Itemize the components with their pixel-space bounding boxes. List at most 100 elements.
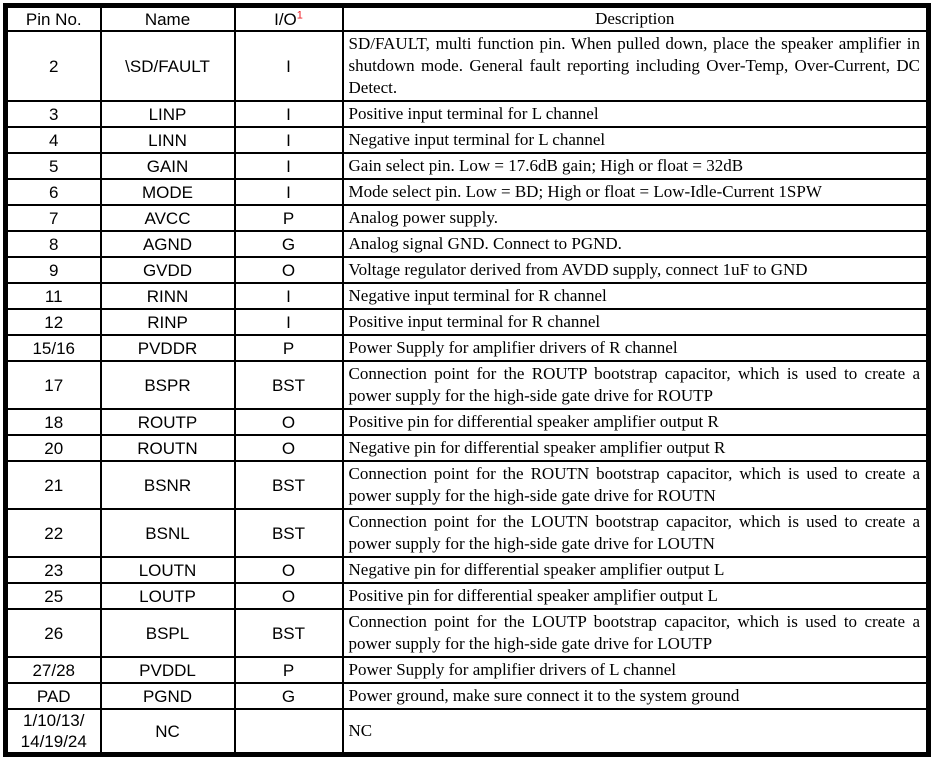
table-row: 25 LOUTP O Positive pin for differential sp… xyxy=(4,582,930,610)
pin-cell: 6 xyxy=(4,178,102,206)
header-io-label: I/O xyxy=(274,9,297,29)
description-cell: Negative pin for differential speaker am… xyxy=(341,434,930,462)
name-cell: BSPR xyxy=(99,360,236,410)
name-cell: NC xyxy=(99,708,236,756)
description-cell: Power Supply for amplifier drivers of R … xyxy=(341,334,930,362)
pin-cell: 3 xyxy=(4,100,102,128)
table-row: 1/10/13/ 14/19/24 NC NC xyxy=(4,708,930,756)
description-cell: Voltage regulator derived from AVDD supp… xyxy=(341,256,930,284)
header-pin-no: Pin No. xyxy=(4,4,102,32)
description-cell: Connection point for the ROUTP bootstrap… xyxy=(341,360,930,410)
pin-cell: 5 xyxy=(4,152,102,180)
table-row: 6 MODE I Mode select pin. Low = BD; High or… xyxy=(4,178,930,206)
header-io: I/O1 xyxy=(233,4,344,32)
description-cell: Positive input terminal for R channel xyxy=(341,308,930,336)
description-cell: Positive pin for differential speaker am… xyxy=(341,582,930,610)
pin-cell: 4 xyxy=(4,126,102,154)
io-cell: G xyxy=(233,682,344,710)
description-cell: Connection point for the LOUTN bootstrap… xyxy=(341,508,930,558)
name-cell: PVDDL xyxy=(99,656,236,684)
description-cell: Positive pin for differential speaker am… xyxy=(341,408,930,436)
name-cell: RINP xyxy=(99,308,236,336)
name-cell: LOUTN xyxy=(99,556,236,584)
table-row: 15/16 PVDDR P Power Supply for amplifier dr… xyxy=(4,334,930,362)
name-cell: GVDD xyxy=(99,256,236,284)
pin-cell: PAD xyxy=(4,682,102,710)
table-row: 12 RINP I Positive input terminal for R cha… xyxy=(4,308,930,336)
io-cell: I xyxy=(233,152,344,180)
header-row: Pin No. Name I/O1 Description xyxy=(4,4,930,32)
pin-cell: 7 xyxy=(4,204,102,232)
description-cell: Connection point for the ROUTN bootstrap… xyxy=(341,460,930,510)
pin-cell: 11 xyxy=(4,282,102,310)
description-cell: Power ground, make sure connect it to th… xyxy=(341,682,930,710)
io-cell: G xyxy=(233,230,344,258)
table-row: 2 \SD/FAULT I SD/FAULT, multi function pin.… xyxy=(4,30,930,102)
pin-cell: 20 xyxy=(4,434,102,462)
name-cell: PGND xyxy=(99,682,236,710)
io-cell: I xyxy=(233,282,344,310)
table-row: 17 BSPR BST Connection point for the ROUTP … xyxy=(4,360,930,410)
io-cell: I xyxy=(233,30,344,102)
pin-cell: 25 xyxy=(4,582,102,610)
name-cell: BSNL xyxy=(99,508,236,558)
header-description: Description xyxy=(341,4,930,32)
description-cell: NC xyxy=(341,708,930,756)
io-cell: I xyxy=(233,178,344,206)
io-cell: O xyxy=(233,434,344,462)
pin-cell: 17 xyxy=(4,360,102,410)
table-row: PAD PGND G Power ground, make sure connect … xyxy=(4,682,930,710)
io-cell: O xyxy=(233,582,344,610)
name-cell: BSPL xyxy=(99,608,236,658)
description-cell: Negative input terminal for L channel xyxy=(341,126,930,154)
io-cell: BST xyxy=(233,360,344,410)
io-cell: P xyxy=(233,656,344,684)
table-row: 22 BSNL BST Connection point for the LOUTN … xyxy=(4,508,930,558)
pin-cell: 1/10/13/ 14/19/24 xyxy=(4,708,102,756)
description-cell: Analog power supply. xyxy=(341,204,930,232)
table-row: 21 BSNR BST Connection point for the ROUTN … xyxy=(4,460,930,510)
description-cell: Positive input terminal for L channel xyxy=(341,100,930,128)
pin-cell: 12 xyxy=(4,308,102,336)
name-cell: GAIN xyxy=(99,152,236,180)
name-cell: AVCC xyxy=(99,204,236,232)
name-cell: RINN xyxy=(99,282,236,310)
io-cell: P xyxy=(233,334,344,362)
table-row: 7 AVCC P Analog power supply. xyxy=(4,204,930,232)
io-cell: BST xyxy=(233,608,344,658)
table-row: 8 AGND G Analog signal GND. Connect to PGND… xyxy=(4,230,930,258)
pin-description-table: Pin No. Name I/O1 Description 2 \SD/FAULT… xyxy=(3,3,931,757)
io-cell: I xyxy=(233,126,344,154)
pin-cell: 8 xyxy=(4,230,102,258)
pin-cell: 27/28 xyxy=(4,656,102,684)
table-row: 26 BSPL BST Connection point for the LOUTP … xyxy=(4,608,930,658)
pin-cell: 18 xyxy=(4,408,102,436)
io-cell xyxy=(233,708,344,756)
io-cell: P xyxy=(233,204,344,232)
pin-cell: 22 xyxy=(4,508,102,558)
name-cell: ROUTN xyxy=(99,434,236,462)
description-cell: Connection point for the LOUTP bootstrap… xyxy=(341,608,930,658)
pin-cell: 26 xyxy=(4,608,102,658)
table-row: 5 GAIN I Gain select pin. Low = 17.6dB gain… xyxy=(4,152,930,180)
name-cell: MODE xyxy=(99,178,236,206)
pin-cell: 23 xyxy=(4,556,102,584)
description-cell: Gain select pin. Low = 17.6dB gain; High… xyxy=(341,152,930,180)
name-cell: \SD/FAULT xyxy=(99,30,236,102)
pin-cell: 9 xyxy=(4,256,102,284)
name-cell: LINN xyxy=(99,126,236,154)
description-cell: Mode select pin. Low = BD; High or float… xyxy=(341,178,930,206)
table-row: 3 LINP I Positive input terminal for L chan… xyxy=(4,100,930,128)
io-cell: O xyxy=(233,408,344,436)
name-cell: AGND xyxy=(99,230,236,258)
description-cell: Negative input terminal for R channel xyxy=(341,282,930,310)
table-row: 9 GVDD O Voltage regulator derived from AVD… xyxy=(4,256,930,284)
description-cell: Negative pin for differential speaker am… xyxy=(341,556,930,584)
header-name: Name xyxy=(99,4,236,32)
name-cell: LOUTP xyxy=(99,582,236,610)
io-cell: I xyxy=(233,308,344,336)
datasheet-page: Pin No. Name I/O1 Description 2 \SD/FAULT… xyxy=(3,3,931,757)
name-cell: BSNR xyxy=(99,460,236,510)
io-cell: O xyxy=(233,556,344,584)
io-cell: BST xyxy=(233,460,344,510)
